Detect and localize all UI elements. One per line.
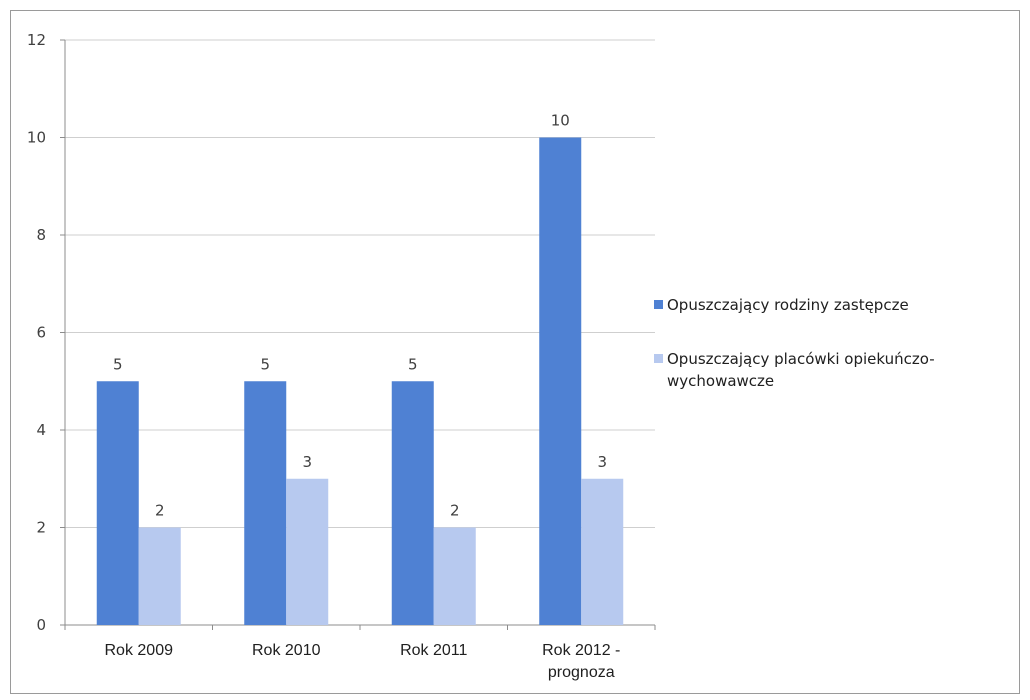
- legend-label-line: wychowawcze: [667, 372, 775, 390]
- bar-series-1: [539, 137, 582, 625]
- legend-item: Opuszczający placówki opiekuńczo-wychowa…: [654, 348, 1014, 392]
- bar-series-2: [433, 527, 476, 625]
- bar-series-2: [286, 478, 329, 625]
- y-tick-label: 10: [27, 129, 46, 147]
- data-label: 2: [155, 502, 165, 520]
- legend-item: Opuszczający rodziny zastępcze: [654, 294, 1014, 316]
- legend-label: Opuszczający placówki opiekuńczo-wychowa…: [667, 348, 987, 392]
- bar-series-1: [244, 381, 287, 625]
- legend-label-line: Opuszczający rodziny zastępcze: [667, 296, 909, 314]
- y-tick-label: 2: [36, 519, 46, 537]
- x-category-label: Rok 2010: [252, 642, 321, 659]
- data-label: 5: [408, 355, 418, 373]
- y-tick-label: 8: [36, 226, 46, 244]
- y-tick-label: 12: [27, 31, 46, 49]
- data-label: 2: [450, 502, 460, 520]
- data-label: 5: [113, 355, 123, 373]
- legend-swatch: [654, 354, 663, 363]
- bar-series-1: [391, 381, 434, 625]
- bar-series-2: [581, 478, 624, 625]
- data-label: 3: [302, 453, 312, 471]
- x-category-label: prognoza: [548, 664, 615, 681]
- x-category-label: Rok 2011: [400, 642, 467, 659]
- legend-swatch: [654, 300, 663, 309]
- legend: Opuszczający rodziny zastępcze Opuszczają…: [654, 294, 1014, 424]
- y-tick-label: 4: [36, 421, 46, 439]
- y-tick-label: 0: [36, 616, 46, 634]
- y-tick-label: 6: [36, 324, 46, 342]
- x-category-label: Rok 2012 -: [542, 642, 620, 659]
- data-label: 5: [260, 355, 270, 373]
- bar-series-2: [138, 527, 181, 625]
- legend-label: Opuszczający rodziny zastępcze: [667, 294, 987, 316]
- x-category-label: Rok 2009: [105, 642, 174, 659]
- data-label: 10: [551, 112, 570, 130]
- data-label: 3: [597, 453, 607, 471]
- legend-label-line: Opuszczający placówki opiekuńczo-: [667, 350, 935, 368]
- bar-series-1: [96, 381, 139, 625]
